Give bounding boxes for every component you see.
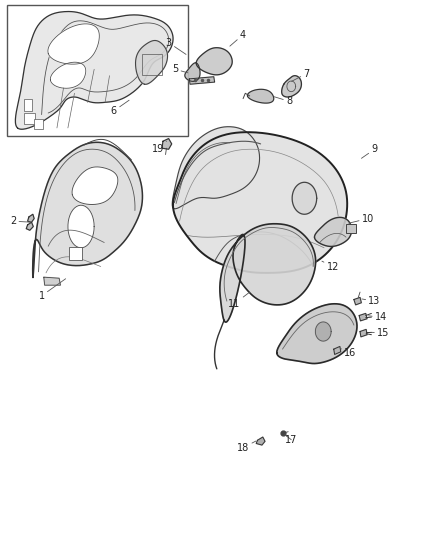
Text: 3: 3 [166,38,186,54]
Polygon shape [48,24,99,64]
Polygon shape [277,304,357,364]
Polygon shape [354,297,361,305]
Polygon shape [315,322,331,341]
Polygon shape [162,139,172,149]
Polygon shape [292,182,317,214]
Text: 14: 14 [368,312,387,322]
Polygon shape [189,77,215,84]
Text: 6: 6 [111,100,129,116]
Bar [7,5,188,136]
Text: 2: 2 [10,216,30,226]
Polygon shape [256,437,265,445]
Polygon shape [15,12,173,129]
Text: 10: 10 [349,214,374,223]
Polygon shape [50,62,86,88]
Polygon shape [247,90,274,103]
Polygon shape [72,167,118,205]
Text: 1: 1 [39,279,66,301]
Bar [142,54,162,75]
Polygon shape [360,329,367,337]
Polygon shape [68,205,94,248]
Text: 11: 11 [228,292,250,309]
Text: 19: 19 [152,141,166,154]
Bar [346,224,356,233]
Text: 12: 12 [322,261,339,271]
Polygon shape [334,346,341,354]
Polygon shape [26,222,33,230]
Text: 4: 4 [230,30,246,46]
Polygon shape [28,214,34,222]
Text: 17: 17 [285,434,297,445]
Text: 9: 9 [361,144,378,158]
Polygon shape [135,41,168,84]
Polygon shape [172,127,260,209]
Text: 8: 8 [274,96,292,106]
Polygon shape [282,76,301,97]
Text: 16: 16 [341,348,357,358]
Bar [34,119,43,129]
Polygon shape [196,47,232,75]
Polygon shape [44,277,60,285]
Text: 15: 15 [371,328,389,338]
Polygon shape [185,63,200,82]
Bar [24,99,32,111]
Text: 13: 13 [362,296,381,306]
Polygon shape [359,313,367,321]
Text: 18: 18 [237,441,256,453]
Text: 7: 7 [292,69,310,82]
Polygon shape [220,224,316,322]
Polygon shape [33,142,142,278]
Bar [69,247,82,260]
Polygon shape [314,217,352,246]
Polygon shape [173,132,347,273]
Text: 5: 5 [172,64,188,74]
Bar [24,113,35,124]
